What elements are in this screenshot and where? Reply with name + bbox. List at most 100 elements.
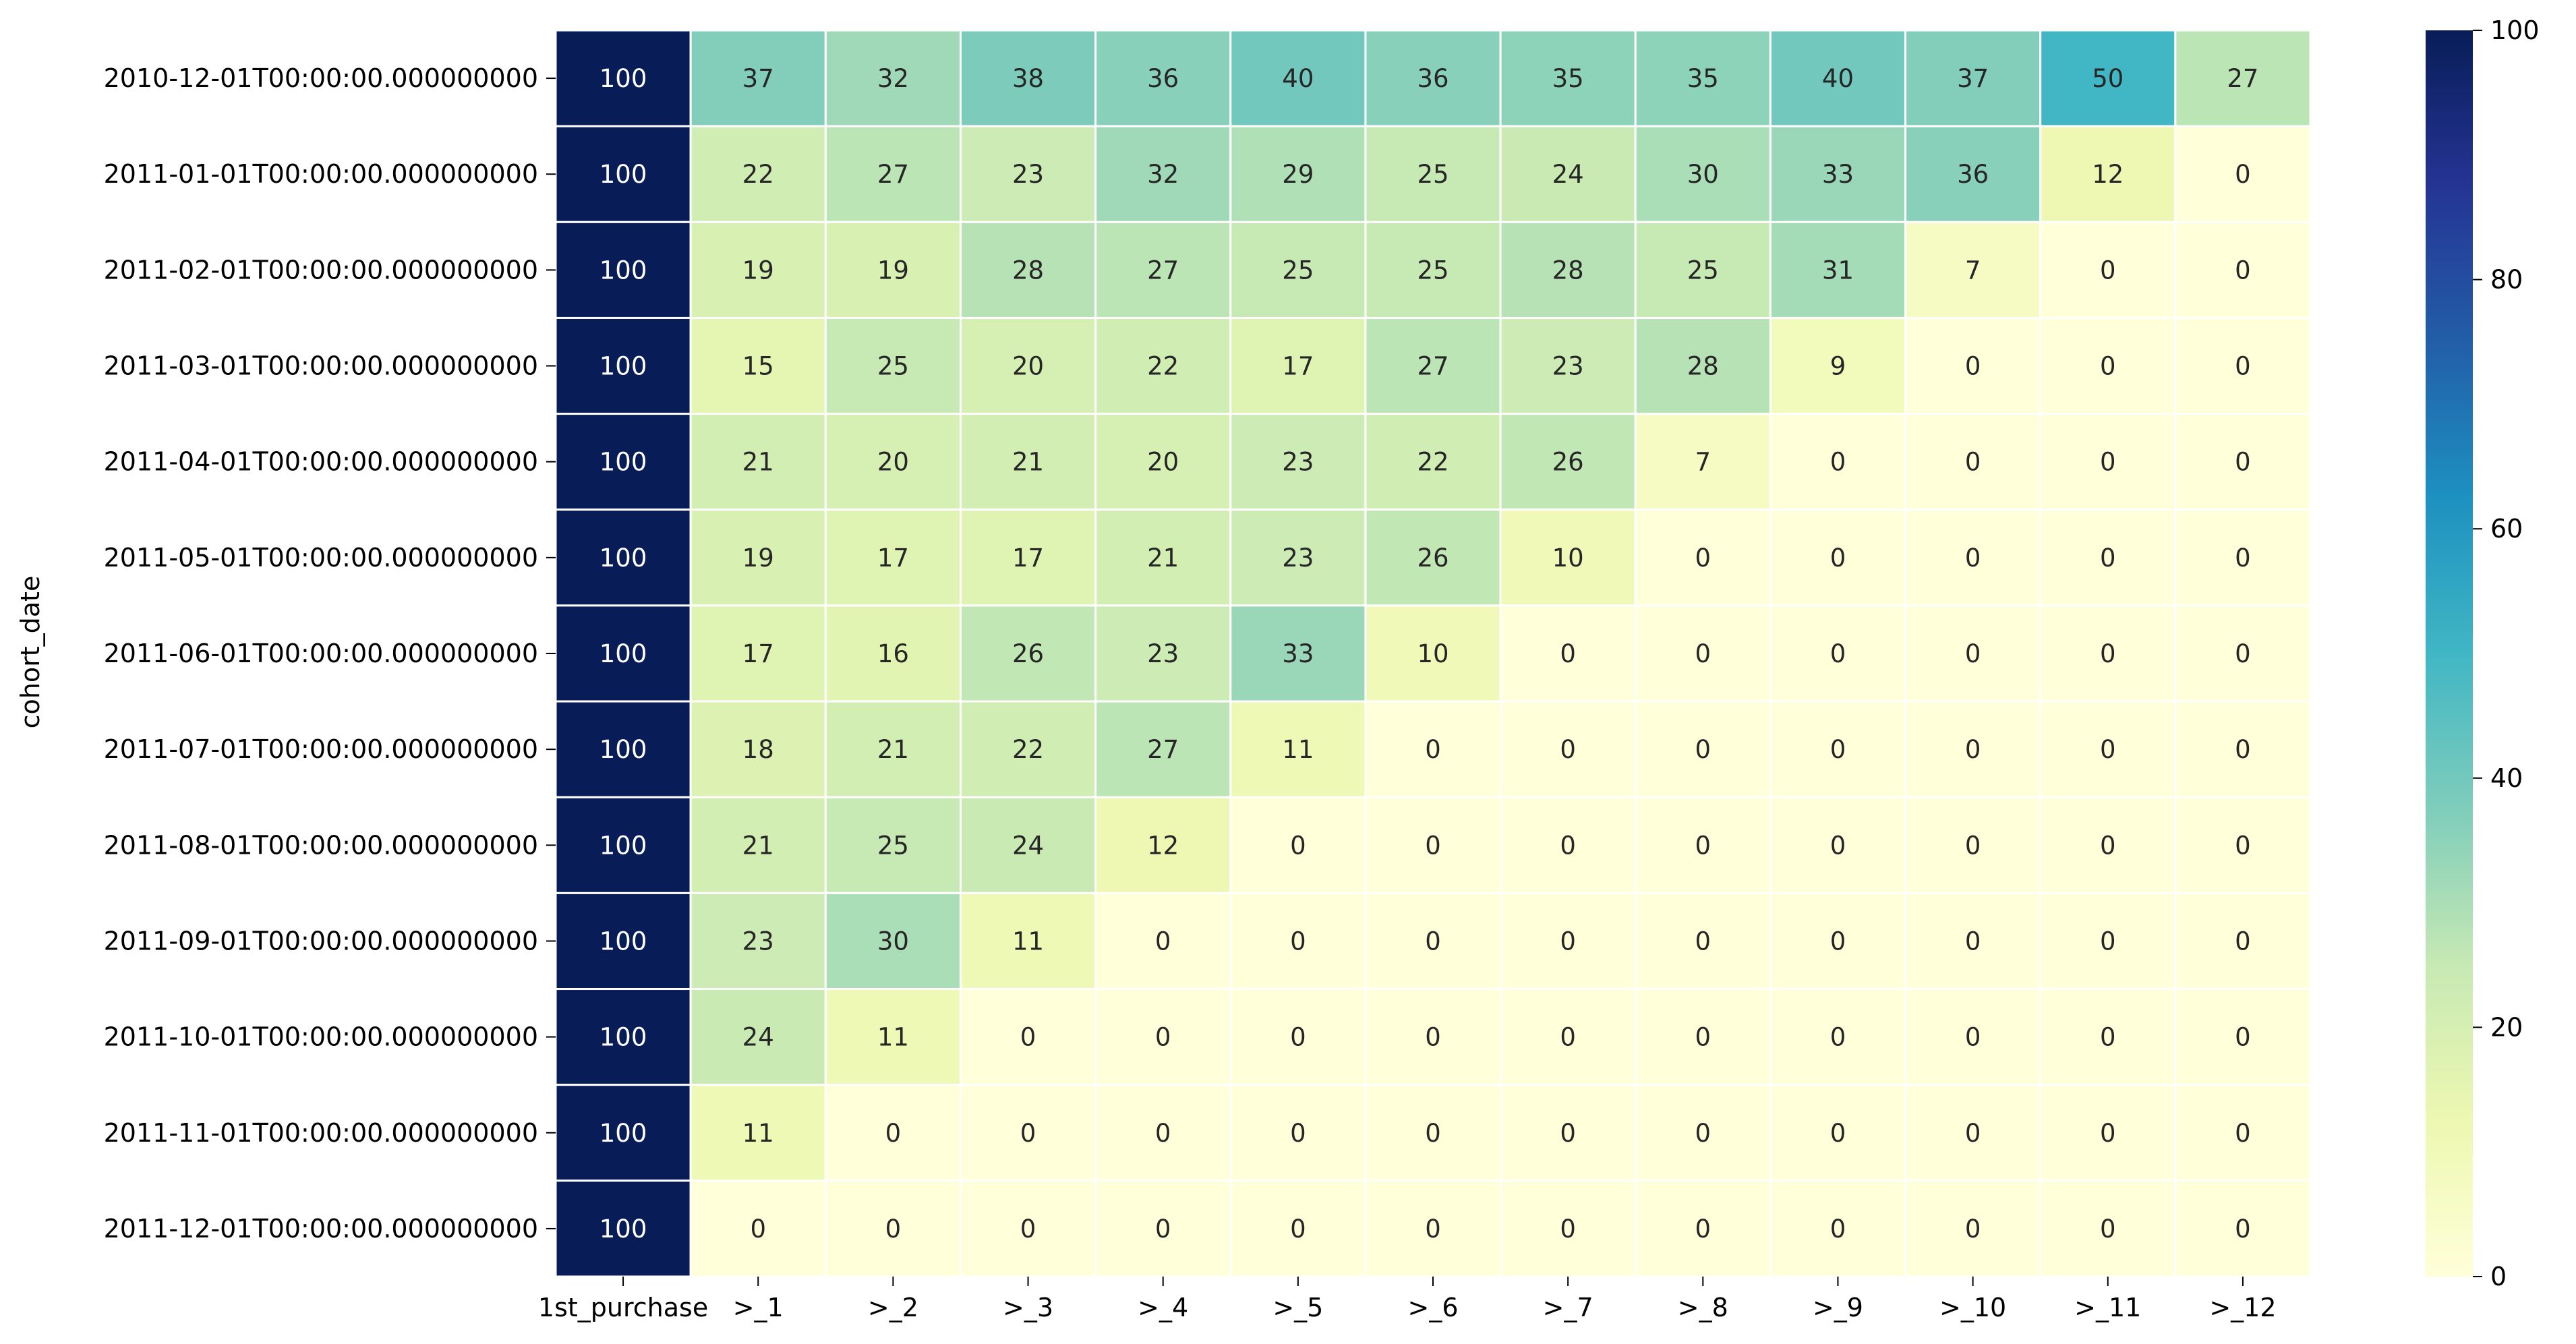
x-tick-label: >_12: [2209, 1293, 2276, 1322]
cell-value-label: 19: [742, 544, 774, 573]
x-axis: 1st_purchase >_1 >_2 >_3 >_4 >_5 >_6 >_7 >_8 >_9 >…: [538, 1277, 2277, 1322]
cell-value-label: 100: [599, 639, 647, 668]
heatmap-cell: [2174, 988, 2312, 1086]
heatmap-cell: [1769, 125, 1907, 223]
cell-value-label: 0: [1830, 927, 1846, 956]
heatmap-cell: [1769, 221, 1907, 319]
heatmap-cell: [1229, 796, 1367, 894]
cell-value-label: 100: [599, 160, 647, 189]
heatmap-cell: [2039, 29, 2177, 127]
heatmap-cell: [1094, 1084, 1232, 1182]
cell-value-label: 19: [742, 256, 774, 285]
cell-value-label: 36: [1957, 160, 1989, 189]
heatmap-cell: [824, 125, 962, 223]
heatmap-cell: [1904, 796, 2042, 894]
x-tick-label: >_4: [1138, 1293, 1188, 1322]
heatmap-cell: [959, 413, 1097, 511]
cell-value-label: 0: [2235, 927, 2251, 956]
heatmap-cell: [1229, 29, 1367, 127]
cell-value-label: 0: [1155, 1215, 1171, 1244]
cell-value-label: 17: [1282, 352, 1314, 381]
cell-value-label: 25: [1687, 256, 1719, 285]
heatmap-cell: [2174, 604, 2312, 703]
heatmap-cell: [2174, 316, 2312, 415]
cell-value-label: 0: [1020, 1215, 1036, 1244]
y-tick-label: 2011-08-01T00:00:00.000000000: [104, 830, 538, 860]
cell-value-label: 0: [1560, 831, 1576, 860]
heatmap-cell: [1094, 892, 1232, 991]
heatmap-cells: [554, 29, 2312, 1278]
cell-value-label: 24: [742, 1023, 774, 1052]
cell-value-label: 100: [599, 831, 647, 860]
cell-value-label: 18: [742, 735, 774, 764]
cell-value-label: 22: [1417, 448, 1448, 477]
heatmap-cell: [1904, 508, 2042, 607]
heatmap-cell: [1904, 1179, 2042, 1278]
cell-value-label: 23: [742, 927, 774, 956]
cell-value-label: 11: [877, 1023, 909, 1052]
cell-value-label: 0: [1425, 735, 1441, 764]
cell-value-label: 0: [1965, 735, 1981, 764]
cell-value-label: 0: [1290, 1023, 1306, 1052]
cell-value-label: 0: [1830, 544, 1846, 573]
heatmap-cell: [2174, 125, 2312, 223]
heatmap-cell: [2039, 125, 2177, 223]
cell-value-label: 100: [599, 448, 647, 477]
x-tick-label: >_8: [1678, 1293, 1728, 1322]
colorbar-tick-label: 20: [2490, 1012, 2523, 1042]
heatmap-cell: [689, 892, 827, 991]
heatmap-cell: [1364, 125, 1502, 223]
colorbar-ticks: 0 20 40 60 80 100: [2473, 16, 2540, 1291]
cell-value-label: 0: [1965, 352, 1981, 381]
cell-value-label: 12: [2092, 160, 2124, 189]
y-tick-label: 2011-12-01T00:00:00.000000000: [104, 1214, 538, 1244]
cell-value-label: 20: [877, 448, 909, 477]
heatmap-cell: [1634, 316, 1772, 415]
cell-value-label: 0: [2100, 448, 2116, 477]
heatmap-cell: [2039, 413, 2177, 511]
cell-value-label: 0: [2235, 639, 2251, 668]
heatmap-cell: [1364, 604, 1502, 703]
heatmap-cell: [2174, 1179, 2312, 1278]
cell-value-label: 0: [1830, 448, 1846, 477]
heatmap-cell: [1094, 508, 1232, 607]
heatmap-cell: [824, 508, 962, 607]
heatmap-cell: [824, 413, 962, 511]
cell-value-label: 0: [2235, 448, 2251, 477]
x-tick-label: >_11: [2074, 1293, 2141, 1322]
cell-value-label: 26: [1552, 448, 1584, 477]
cell-value-label: 0: [2235, 1023, 2251, 1052]
cell-value-label: 0: [885, 1215, 902, 1244]
heatmap-cell: [1499, 316, 1637, 415]
cell-value-label: 11: [742, 1119, 774, 1148]
cell-value-label: 11: [1012, 927, 1044, 956]
heatmap-cell: [1634, 604, 1772, 703]
cell-value-label: 0: [1695, 927, 1711, 956]
cell-value-label: 17: [1012, 544, 1044, 573]
cell-value-label: 0: [1020, 1023, 1036, 1052]
heatmap-cell: [2039, 892, 2177, 991]
y-tick-label: 2011-11-01T00:00:00.000000000: [104, 1118, 538, 1148]
heatmap-cell: [959, 316, 1097, 415]
x-tick-label: >_10: [1939, 1293, 2006, 1322]
cell-value-label: 100: [599, 352, 647, 381]
heatmap-cell: [689, 413, 827, 511]
cell-value-label: 33: [1282, 639, 1314, 668]
heatmap-cell: [1364, 508, 1502, 607]
heatmap-cell: [554, 508, 692, 607]
cell-value-label: 0: [1155, 1023, 1171, 1052]
heatmap-cell: [959, 700, 1097, 798]
cell-value-label: 26: [1417, 544, 1448, 573]
cell-value-label: 9: [1830, 352, 1846, 381]
cell-value-label: 0: [1830, 735, 1846, 764]
cell-value-label: 0: [1425, 1119, 1441, 1148]
cell-value-label: 0: [1560, 735, 1576, 764]
cell-value-label: 0: [1965, 448, 1981, 477]
cell-value-label: 0: [2235, 735, 2251, 764]
heatmap-cell: [1499, 1084, 1637, 1182]
heatmap-cell: [1499, 988, 1637, 1086]
heatmap-cell: [554, 796, 692, 894]
heatmap-cell: [824, 604, 962, 703]
